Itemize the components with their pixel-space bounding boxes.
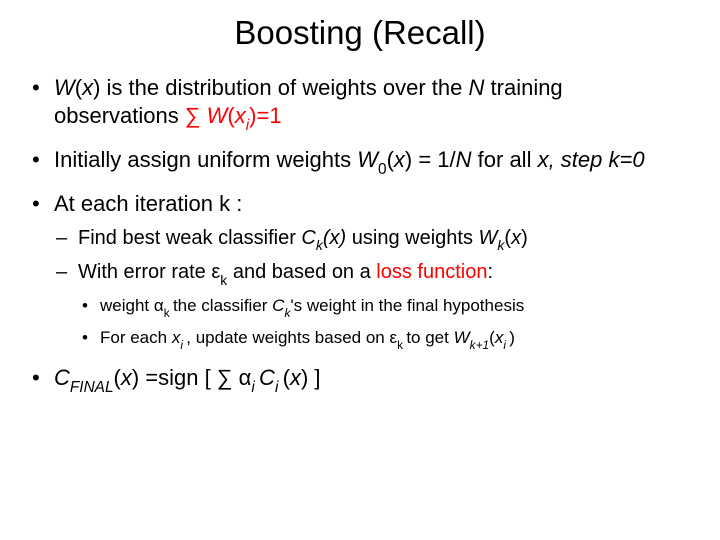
subscript: k (497, 237, 504, 253)
text: ) =sign [ ∑ α (132, 365, 252, 390)
text: Find best weak classifier (78, 227, 301, 249)
text: C (259, 365, 275, 390)
text: N (456, 147, 478, 172)
bullet-2: Initially assign uniform weights W0(x) =… (28, 146, 692, 178)
text: ( (75, 75, 82, 100)
text: x, step k=0 (538, 147, 645, 172)
text: for all (478, 147, 538, 172)
sub-bullet-2: With error rate εk and based on a loss f… (54, 259, 692, 352)
text: x (511, 227, 521, 249)
text: C (272, 296, 284, 315)
subscript: i (251, 379, 259, 396)
subscript: i (275, 379, 283, 396)
text: N (469, 75, 491, 100)
text: x (394, 147, 405, 172)
text: ) ] (301, 365, 321, 390)
subscript: k (397, 338, 406, 352)
subsub-bullet-1: weight αk the classifier Ck's weight in … (78, 294, 692, 320)
text: W (54, 75, 75, 100)
text: ( (227, 103, 234, 128)
subscript: k (220, 272, 227, 288)
subscript: k (284, 306, 290, 320)
text: : (487, 261, 493, 283)
subscript: k (316, 237, 323, 253)
subscript: k (164, 306, 173, 320)
text: ( (283, 365, 290, 390)
text: ) = 1/ (405, 147, 456, 172)
text: ∑ (185, 103, 207, 128)
sub-list: Find best weak classifier Ck(x) using we… (54, 225, 692, 353)
text: Initially assign uniform weights (54, 147, 357, 172)
text: ( (114, 365, 121, 390)
text: ( (387, 147, 394, 172)
subscript: i (246, 117, 249, 134)
subscript: i (503, 338, 509, 352)
text: x (121, 365, 132, 390)
text: x (82, 75, 93, 100)
text: the classifier (173, 296, 272, 315)
subscript: 0 (378, 161, 387, 178)
text: With error rate ε (78, 261, 220, 283)
slide: Boosting (Recall) W(x) is the distributi… (0, 0, 720, 540)
bullet-1: W(x) is the distribution of weights over… (28, 74, 692, 134)
subsub-bullet-2: For each xi , update weights based on εk… (78, 326, 692, 352)
text: C (301, 227, 315, 249)
bullet-4: CFINAL(x) =sign [ ∑ αi Ci (x) ] (28, 364, 692, 396)
text: and based on a (227, 261, 376, 283)
text: For each (100, 328, 172, 347)
text: W (479, 227, 498, 249)
text: to get (406, 328, 453, 347)
text: (x) (323, 227, 352, 249)
text: using weights (352, 227, 479, 249)
bullet-list: W(x) is the distribution of weights over… (28, 74, 692, 397)
text: )=1 (249, 103, 281, 128)
text: ) (521, 227, 528, 249)
text: C (54, 365, 70, 390)
subscript: i (180, 338, 186, 352)
sub-bullet-1: Find best weak classifier Ck(x) using we… (54, 225, 692, 254)
text: W (357, 147, 378, 172)
subscript: FINAL (70, 379, 114, 396)
subsub-list: weight αk the classifier Ck's weight in … (78, 294, 692, 352)
loss-function-red: loss function (376, 261, 487, 283)
text: ) is the distribution of weights over th… (93, 75, 468, 100)
text: , update weights based on ε (186, 328, 397, 347)
text: weight α (100, 296, 164, 315)
formula-red: ∑ W(xi)=1 (185, 103, 282, 128)
text: W (207, 103, 228, 128)
subscript: k+1 (470, 338, 490, 352)
bullet-3: At each iteration k : Find best weak cla… (28, 190, 692, 352)
slide-title: Boosting (Recall) (28, 14, 692, 52)
text: ) (509, 328, 515, 347)
text: x (290, 365, 301, 390)
text: 's weight in the final hypothesis (290, 296, 524, 315)
text: x (235, 103, 246, 128)
text: W (454, 328, 470, 347)
text: At each iteration k : (54, 191, 242, 216)
